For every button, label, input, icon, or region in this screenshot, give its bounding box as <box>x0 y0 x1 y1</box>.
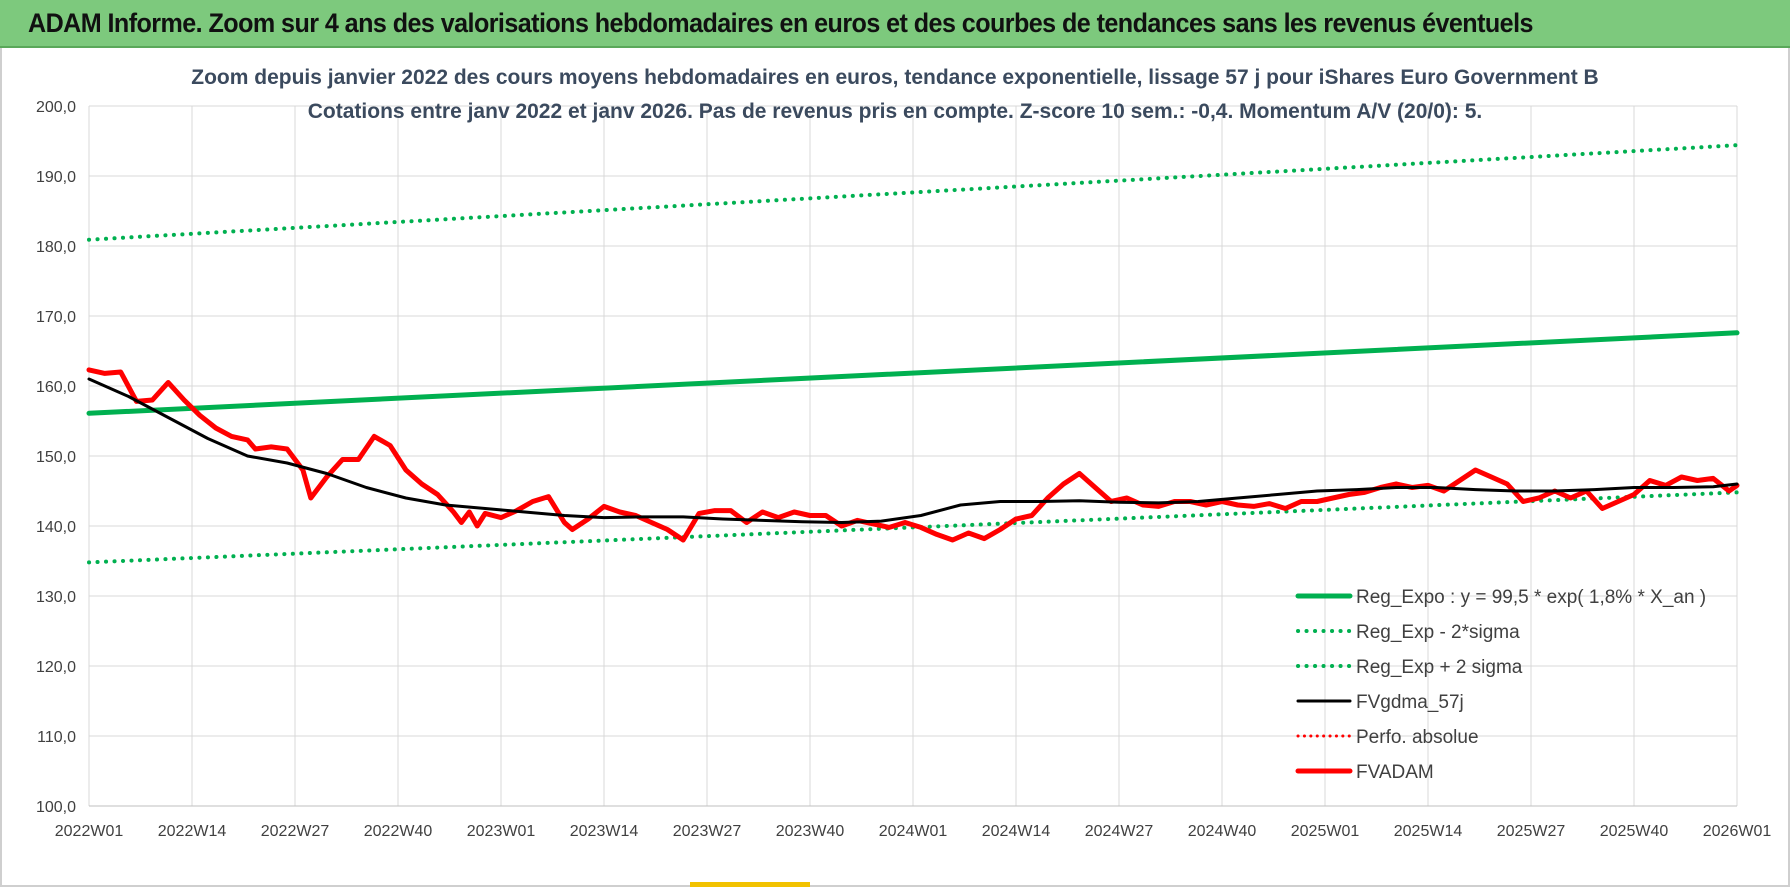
report-title: ADAM Informe. Zoom sur 4 ans des valoris… <box>28 8 1533 38</box>
series-line-3 <box>87 377 1739 524</box>
series-line-2 <box>87 143 1739 242</box>
line-chart: Zoom depuis janvier 2022 des cours moyen… <box>36 66 1772 840</box>
x-tick-label: 2023W14 <box>570 823 639 840</box>
series-line-5 <box>86 367 1740 543</box>
y-tick-label: 200,0 <box>36 99 76 116</box>
bottom-accent-mark <box>690 882 810 887</box>
legend-label: Perfo. absolue <box>1356 727 1479 748</box>
x-axis-ticks: 2022W01 2022W14 2022W27 2022W40 2023W01 2023W… <box>55 823 1772 840</box>
y-tick-label: 110,0 <box>37 729 76 746</box>
x-tick-label: 2025W01 <box>1291 823 1360 840</box>
y-tick-label: 180,0 <box>36 239 76 256</box>
x-tick-label: 2022W27 <box>261 823 330 840</box>
x-tick-label: 2023W40 <box>776 823 845 840</box>
x-tick-label: 2022W40 <box>364 823 433 840</box>
x-tick-label: 2022W01 <box>55 823 124 840</box>
x-tick-label: 2024W01 <box>879 823 948 840</box>
chart-legend: Reg_Expo : y = 99,5 * exp( 1,8% * X_an )… <box>1295 587 1706 783</box>
legend-label: FVgdma_57j <box>1356 692 1464 713</box>
legend-label: Reg_Exp - 2*sigma <box>1356 622 1520 643</box>
y-tick-label: 160,0 <box>36 379 76 396</box>
x-tick-label: 2022W14 <box>158 823 227 840</box>
x-tick-label: 2023W01 <box>467 823 536 840</box>
x-tick-label: 2025W27 <box>1497 823 1566 840</box>
chart-grid <box>88 105 1738 807</box>
chart-frame <box>0 48 1790 887</box>
y-tick-label: 130,0 <box>36 589 76 606</box>
y-axis-ticks: 100,0 110,0 120,0 130,0 140,0 150,0 160,0 170,0… <box>36 99 76 816</box>
x-tick-label: 2024W14 <box>982 823 1051 840</box>
y-tick-label: 100,0 <box>36 799 76 816</box>
header-bar: ADAM Informe. Zoom sur 4 ans des valoris… <box>0 0 1790 48</box>
x-tick-label: 2024W40 <box>1188 823 1257 840</box>
x-tick-label: 2024W27 <box>1085 823 1154 840</box>
y-tick-label: 140,0 <box>36 519 76 536</box>
series-line-0 <box>86 330 1740 416</box>
y-tick-label: 170,0 <box>36 309 76 326</box>
chart-subtitle: Cotations entre janv 2022 et janv 2026. … <box>308 100 1482 123</box>
x-tick-label: 2023W27 <box>673 823 742 840</box>
chart-series <box>86 143 1740 565</box>
y-tick-label: 120,0 <box>36 659 76 676</box>
legend-label: Reg_Expo : y = 99,5 * exp( 1,8% * X_an ) <box>1356 587 1706 608</box>
legend-label: FVADAM <box>1356 762 1434 783</box>
y-tick-label: 190,0 <box>36 169 76 186</box>
y-tick-label: 150,0 <box>36 449 76 466</box>
legend-label: Reg_Exp + 2 sigma <box>1356 657 1523 678</box>
x-tick-label: 2026W01 <box>1703 823 1772 840</box>
x-tick-label: 2025W14 <box>1394 823 1463 840</box>
chart-title: Zoom depuis janvier 2022 des cours moyen… <box>191 66 1598 89</box>
x-tick-label: 2025W40 <box>1600 823 1669 840</box>
